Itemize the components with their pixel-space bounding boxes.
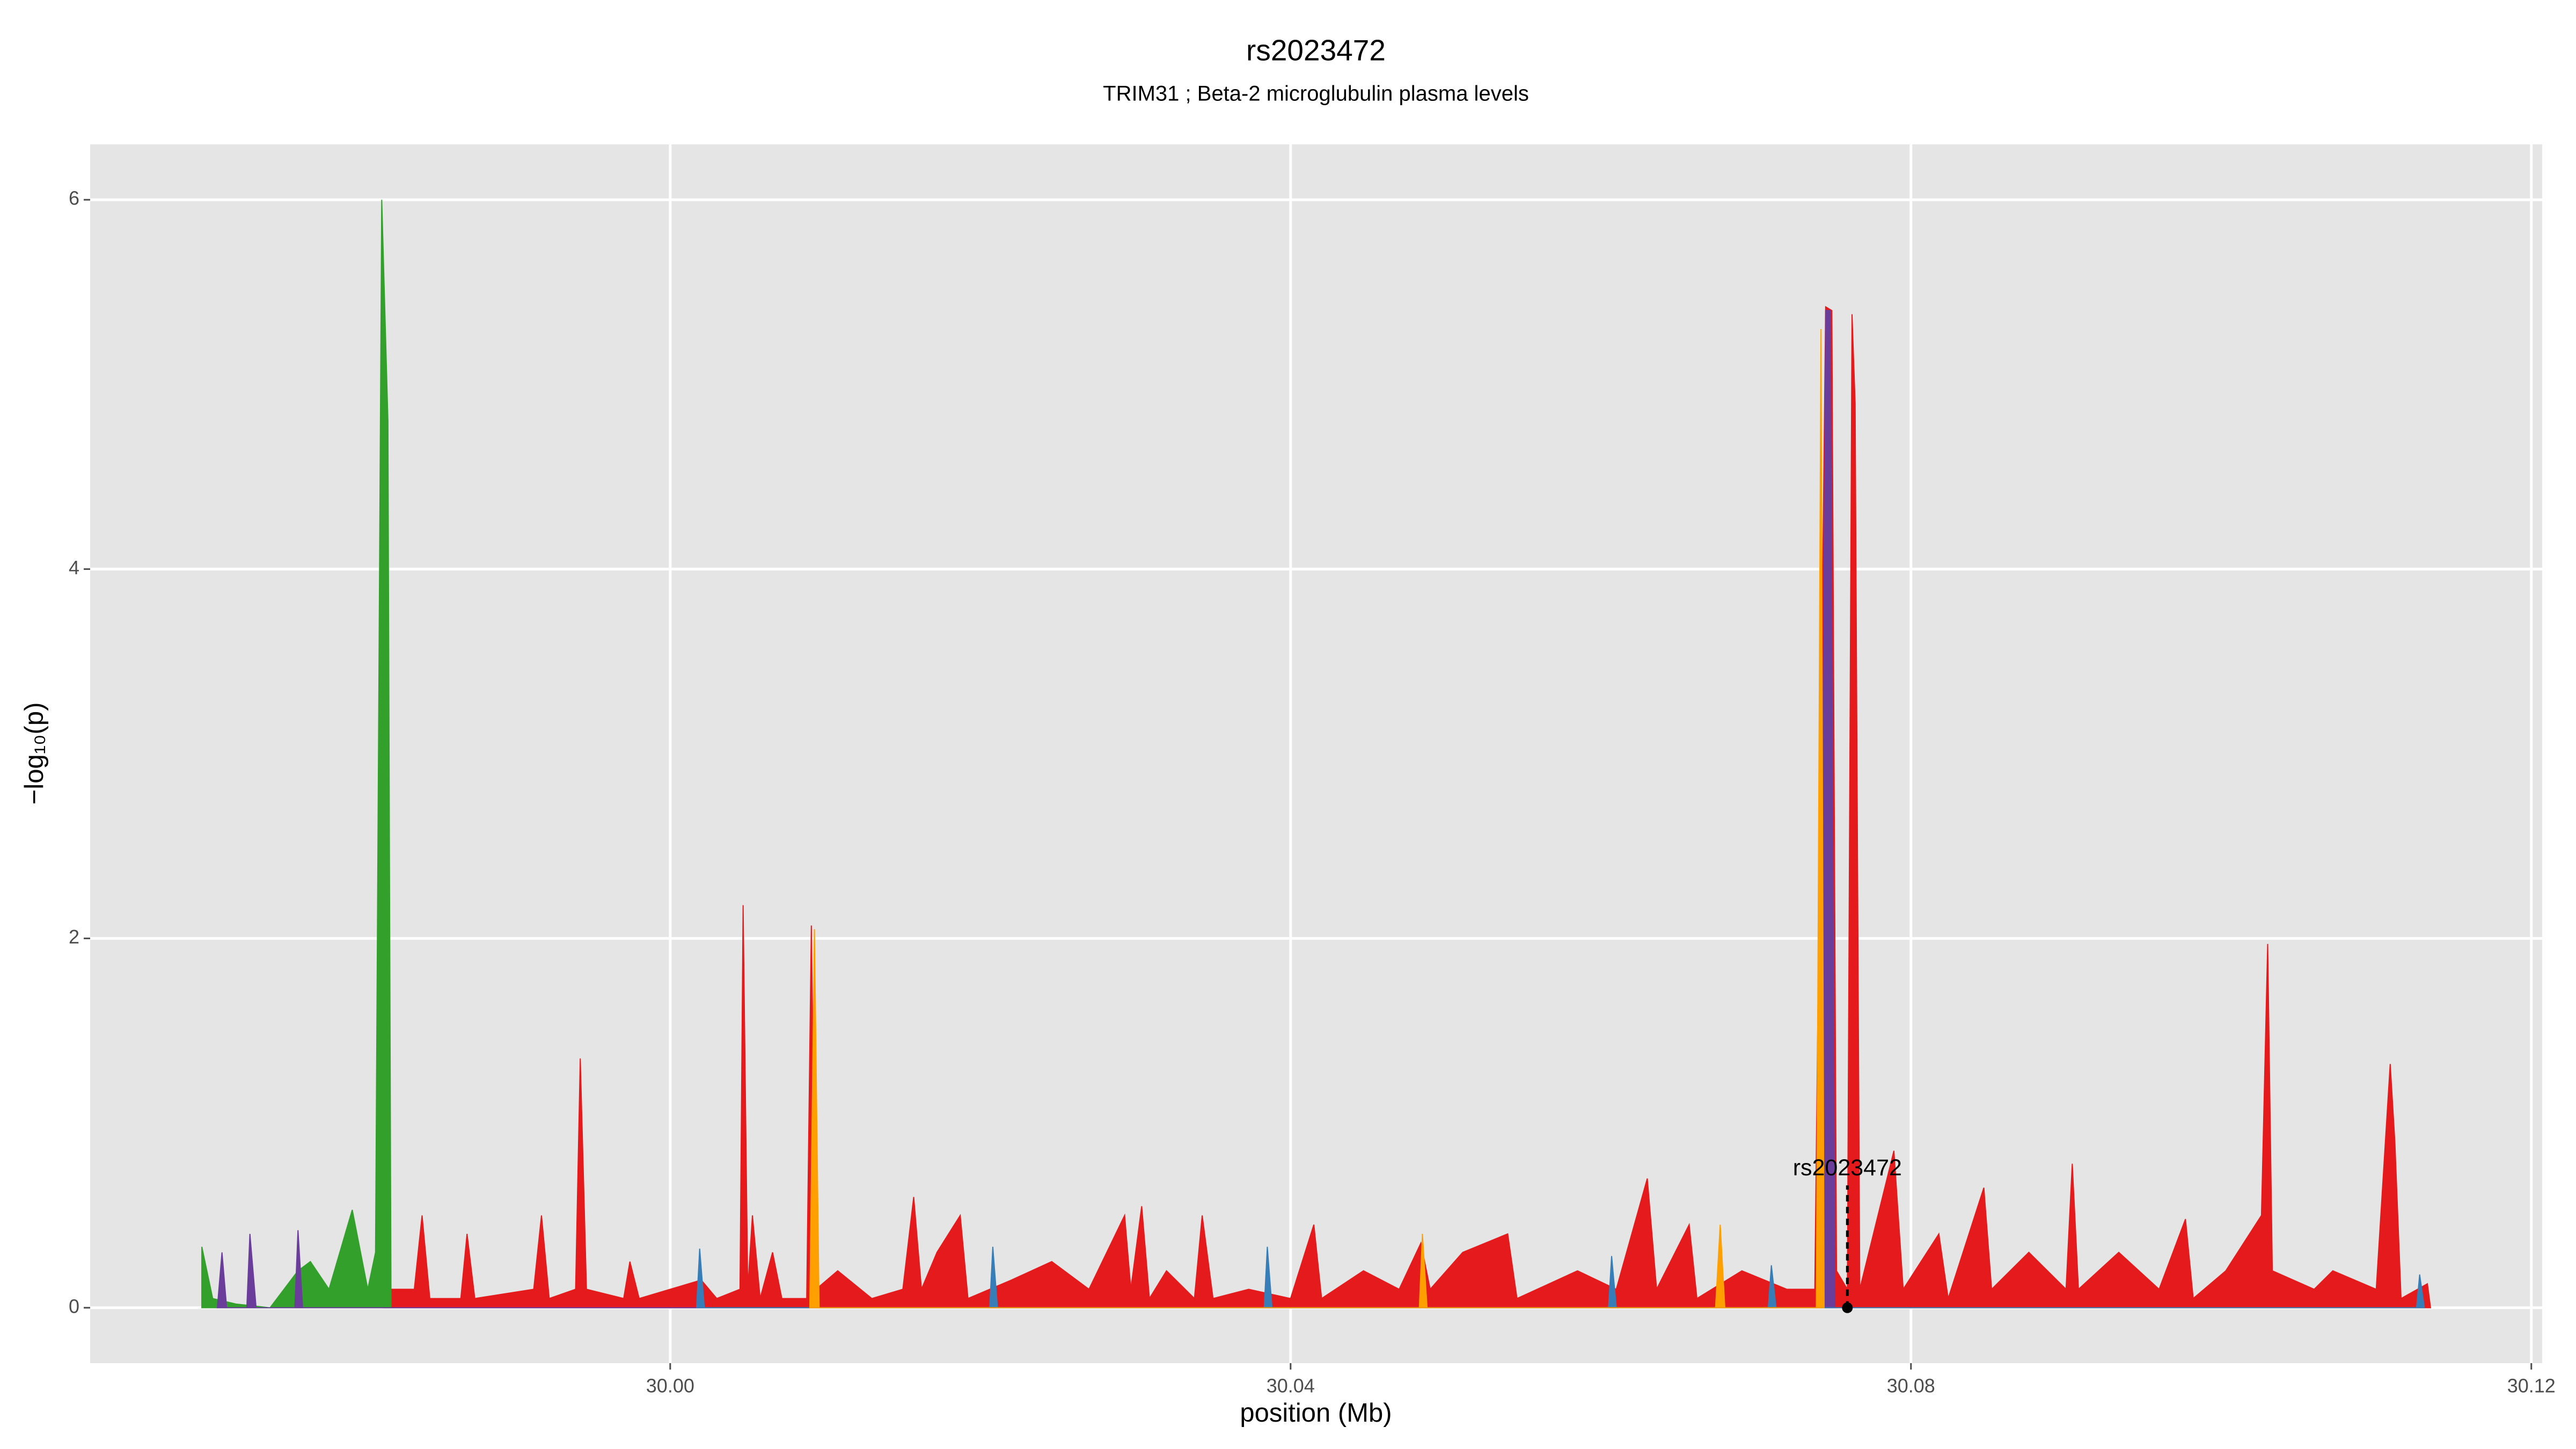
annotation-point — [1842, 1302, 1853, 1313]
area — [809, 329, 1825, 1308]
chart-title: rs2023472 — [1246, 34, 1386, 67]
x-tick-label: 30.04 — [1267, 1375, 1315, 1397]
y-tick-label: 6 — [69, 187, 79, 209]
y-tick-label: 0 — [69, 1295, 79, 1317]
area — [383, 306, 2432, 1308]
annotation-label: rs2023472 — [1793, 1155, 1902, 1181]
x-tick-label: 30.08 — [1887, 1375, 1935, 1397]
x-tick-label: 30.00 — [646, 1375, 694, 1397]
y-tick-label: 2 — [69, 926, 79, 948]
y-axis-label: −log₁₀(p) — [20, 702, 49, 805]
x-tick-label: 30.12 — [2507, 1375, 2556, 1397]
plot-panel — [90, 144, 2542, 1363]
area — [216, 310, 1836, 1308]
chart-subtitle: TRIM31 ; Beta-2 microglubulin plasma lev… — [1103, 82, 1529, 106]
x-axis-label: position (Mb) — [1240, 1399, 1392, 1428]
y-tick-label: 4 — [69, 557, 79, 579]
